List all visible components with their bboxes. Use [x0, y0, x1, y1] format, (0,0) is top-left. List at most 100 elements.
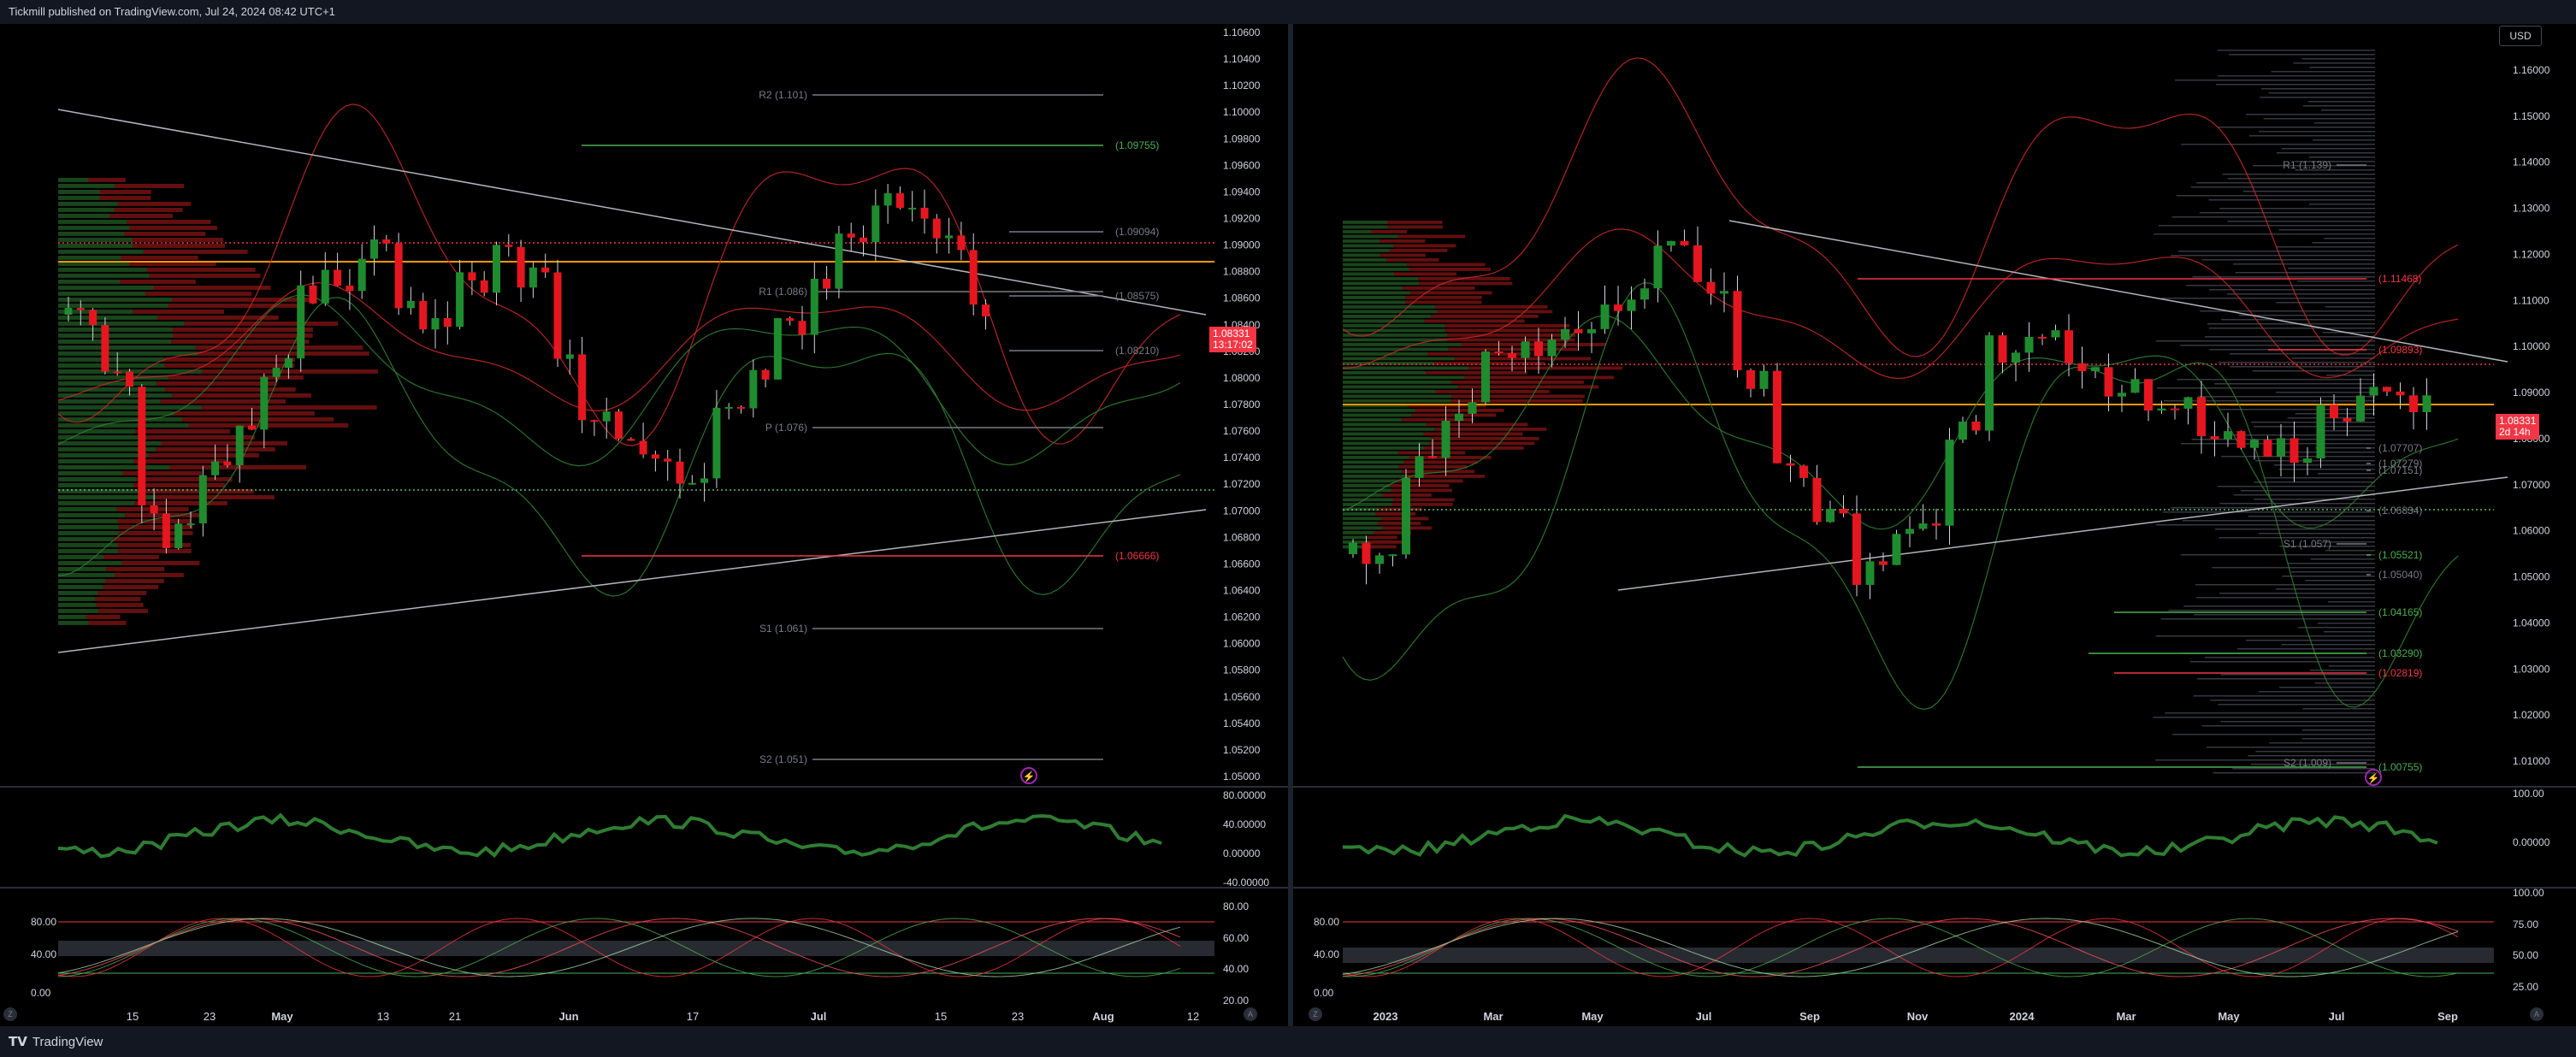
volume-profile-bar-visible-range [2248, 516, 2375, 517]
volume-profile-bar-visible-range [2328, 665, 2375, 667]
event-icon [1020, 767, 1037, 784]
candle-body [370, 239, 378, 259]
volume-profile-bar-visible-range [2171, 255, 2375, 257]
date-axis-label: Mar [1483, 1010, 1503, 1023]
volume-profile-bar-up [58, 268, 147, 272]
right-timezone-icon[interactable]: Z [1309, 1007, 1322, 1021]
price-axis-label: 1.05000 [2513, 571, 2550, 583]
candle-body [1918, 523, 1928, 529]
volume-profile-bar-up [58, 597, 96, 601]
right-auto-scale-icon[interactable]: A [2530, 1007, 2544, 1021]
candle-body [2104, 367, 2113, 397]
trend-line [57, 109, 1207, 316]
volume-profile-bar-up [1343, 244, 1394, 248]
volume-profile-bar-up [58, 615, 86, 619]
volume-profile-bar-up [58, 369, 203, 374]
volume-profile-bar-visible-range [2229, 366, 2375, 368]
candle-body [1812, 477, 1822, 523]
volume-profile-bar-visible-range [2198, 396, 2375, 398]
volume-profile-bar-down [1415, 409, 1504, 412]
volume-profile-bar-visible-range [2196, 182, 2375, 184]
volume-profile-bar-up [58, 363, 165, 368]
volume-profile-bar-up [58, 549, 119, 553]
volume-profile-bar-visible-range [2201, 259, 2375, 261]
volume-profile-bar-up [1343, 390, 1436, 393]
stoch-line [1342, 918, 2459, 977]
volume-profile-bar-visible-range [2313, 139, 2375, 141]
volume-profile-bar-visible-range [2154, 233, 2375, 235]
price-axis-label: 1.07000 [1223, 505, 1261, 517]
volume-profile-bar-up [58, 304, 169, 308]
volume-profile-bar-down [1377, 522, 1421, 525]
candle-body [394, 243, 403, 309]
right-chart-panel[interactable]: 1.16000 1.15000 1.14000 1.13000 1.12000 1.110… [1293, 24, 2576, 1026]
pivot-level-label: (1.02819) [2378, 667, 2422, 679]
right-chart-canvas[interactable]: 1.16000 1.15000 1.14000 1.13000 1.12000 1.110… [1293, 24, 2576, 1026]
volume-profile-bar-up [58, 585, 103, 589]
volume-profile-bar-visible-range [2175, 80, 2375, 81]
volume-profile-bar-down [133, 244, 225, 248]
volume-profile-bar-up [58, 274, 150, 278]
price-axis-label: 1.08800 [1223, 266, 1261, 278]
candle-body [1693, 245, 1702, 282]
volume-profile-bar-visible-range [2219, 593, 2375, 594]
candle-body [712, 407, 721, 479]
left-chart-canvas[interactable]: 1.10600 1.10400 1.10200 1.10000 1.09800 1.096… [0, 24, 1288, 1026]
candle-body [627, 439, 635, 441]
volume-profile-bar-visible-range [2320, 109, 2375, 111]
candle-body [1468, 402, 1477, 414]
tradingview-logo-icon: TV [9, 1034, 27, 1049]
volume-profile-bar-down [121, 561, 200, 565]
left-timezone-icon[interactable]: Z [3, 1007, 17, 1021]
candle-body [1945, 440, 1954, 526]
tradingview-brand[interactable]: TV TradingView [9, 1034, 103, 1049]
volume-profile-bar-up [58, 411, 174, 416]
volume-profile-bar-visible-range [2155, 635, 2375, 637]
left-auto-scale-icon[interactable]: A [1244, 1007, 1257, 1021]
price-axis-label: 1.06800 [1223, 531, 1261, 543]
candle-body [1534, 341, 1543, 357]
volume-profile-bar-visible-range [2180, 345, 2375, 346]
volume-profile-bar-visible-range [2268, 92, 2375, 94]
candle-body [847, 233, 855, 238]
candle-body [1600, 304, 1610, 329]
volume-profile-bar-visible-range [2321, 541, 2375, 543]
date-axis-label: 13 [377, 1010, 389, 1023]
candle-body [89, 310, 97, 326]
stoch-axis-label-right: 25.00 [2513, 981, 2538, 993]
volume-profile-bar-visible-range [2212, 567, 2375, 569]
volume-profile-bar-visible-range [2278, 229, 2375, 231]
volume-profile-bar-down [117, 543, 192, 547]
volume-profile-bar-visible-range [2265, 477, 2375, 479]
left-chart-panel[interactable]: 1.10600 1.10400 1.10200 1.10000 1.09800 1.096… [0, 24, 1288, 1026]
candle-body [957, 235, 966, 251]
volume-profile-bar-up [58, 417, 182, 422]
currency-button[interactable]: USD [2499, 26, 2542, 46]
volume-profile-bar-up [58, 453, 149, 458]
volume-profile-bar-visible-range [2205, 336, 2375, 338]
volume-profile-bar-visible-range [2176, 195, 2375, 197]
candle-body [1839, 508, 1848, 514]
rsi-line [57, 812, 1162, 859]
volume-profile-bar-visible-range [2233, 263, 2375, 265]
volume-profile-bar-down [1398, 465, 1468, 469]
panel-separator[interactable] [1288, 24, 1293, 1026]
candle-body [382, 239, 391, 244]
candle-body [1627, 299, 1636, 311]
volume-profile-bar-up [1343, 522, 1378, 525]
volume-profile-bar-down [1392, 498, 1455, 502]
event-icon-glyph: ⚡ [2367, 772, 2380, 784]
date-axis-label: 21 [449, 1010, 461, 1023]
volume-profile-bar-down [1380, 253, 1426, 257]
rsi-axis-label: 100.00 [2513, 788, 2544, 800]
candle-body [1561, 328, 1569, 340]
volume-profile-bar-down [1450, 399, 1583, 403]
volume-profile-bar-visible-range [2171, 216, 2375, 218]
candle-body [860, 237, 867, 243]
volume-profile-bar-up [58, 232, 125, 236]
pivot-level-label: (1.09893) [2378, 344, 2422, 356]
candle-body [2024, 336, 2034, 353]
volume-profile-bar-down [1447, 334, 1575, 337]
volume-profile-bar-up [58, 244, 133, 248]
volume-profile-bar-down [105, 567, 165, 571]
